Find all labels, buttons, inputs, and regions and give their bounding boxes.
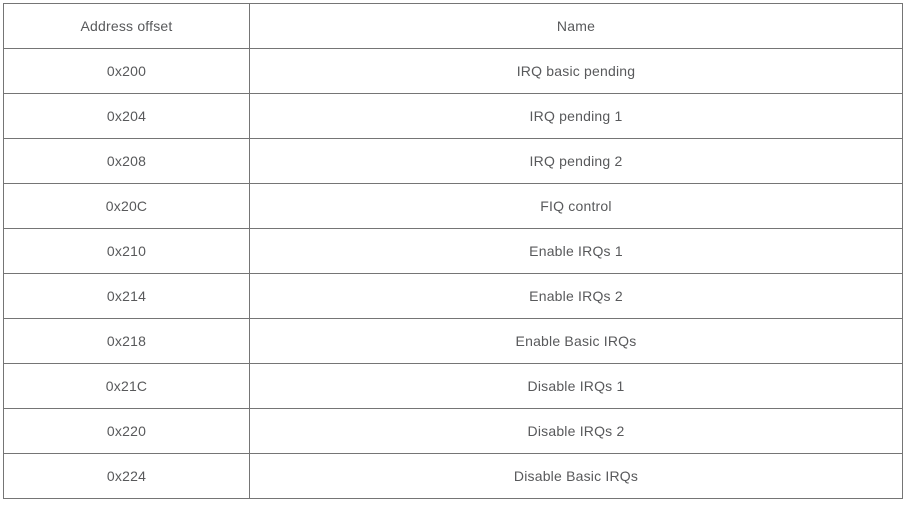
table-row: 0x220 Disable IRQs 2 — [3, 408, 903, 454]
table-row: 0x214 Enable IRQs 2 — [3, 273, 903, 319]
address-offset-cell: 0x208 — [3, 138, 250, 184]
table-row: 0x204 IRQ pending 1 — [3, 93, 903, 139]
address-offset-cell: 0x210 — [3, 228, 250, 274]
address-offset-cell: 0x204 — [3, 93, 250, 139]
name-cell: IRQ pending 1 — [249, 93, 903, 139]
table-row: 0x210 Enable IRQs 1 — [3, 228, 903, 274]
table-row: 0x224 Disable Basic IRQs — [3, 453, 903, 499]
name-cell: Disable Basic IRQs — [249, 453, 903, 499]
table-row: 0x218 Enable Basic IRQs — [3, 318, 903, 364]
address-offset-cell: 0x21C — [3, 363, 250, 409]
table-row: 0x200 IRQ basic pending — [3, 48, 903, 94]
table-header-row: Address offset Name — [3, 3, 903, 49]
address-offset-cell: 0x214 — [3, 273, 250, 319]
name-cell: FIQ control — [249, 183, 903, 229]
table-row: 0x208 IRQ pending 2 — [3, 138, 903, 184]
name-cell: Disable IRQs 2 — [249, 408, 903, 454]
name-cell: IRQ pending 2 — [249, 138, 903, 184]
address-offset-cell: 0x20C — [3, 183, 250, 229]
name-cell: Enable IRQs 1 — [249, 228, 903, 274]
register-table: Address offset Name 0x200 IRQ basic pend… — [3, 3, 903, 499]
address-offset-cell: 0x220 — [3, 408, 250, 454]
name-cell: IRQ basic pending — [249, 48, 903, 94]
column-header-name: Name — [249, 3, 903, 49]
name-cell: Enable Basic IRQs — [249, 318, 903, 364]
name-cell: Enable IRQs 2 — [249, 273, 903, 319]
address-offset-cell: 0x218 — [3, 318, 250, 364]
name-cell: Disable IRQs 1 — [249, 363, 903, 409]
address-offset-cell: 0x200 — [3, 48, 250, 94]
table-row: 0x20C FIQ control — [3, 183, 903, 229]
address-offset-cell: 0x224 — [3, 453, 250, 499]
column-header-address-offset: Address offset — [3, 3, 250, 49]
table-row: 0x21C Disable IRQs 1 — [3, 363, 903, 409]
